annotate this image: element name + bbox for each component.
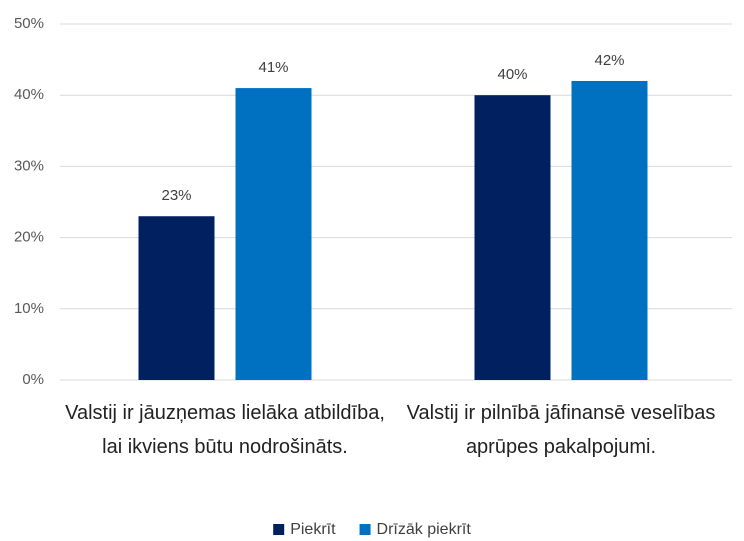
x-tick-label-box: Valstij ir pilnībā jāfinansē veselības a… bbox=[406, 402, 716, 458]
bar bbox=[235, 88, 312, 380]
y-tick-label: 20% bbox=[14, 229, 44, 246]
legend-swatch bbox=[359, 524, 371, 535]
legend-label: Piekrīt bbox=[290, 521, 336, 538]
y-tick-label: 30% bbox=[14, 157, 44, 174]
bar bbox=[138, 216, 215, 380]
data-label: 40% bbox=[497, 66, 527, 83]
bar bbox=[571, 80, 648, 381]
x-tick-label: Valstij ir jāuzņemas lielāka atbildība, … bbox=[65, 402, 385, 458]
y-tick-label: 50% bbox=[14, 15, 44, 32]
y-tick-label: 40% bbox=[14, 86, 44, 103]
legend: Piekrīt Drīzāk piekrīt bbox=[273, 521, 471, 538]
data-label: 23% bbox=[161, 187, 191, 204]
data-label: 41% bbox=[258, 59, 288, 76]
data-label: 42% bbox=[594, 52, 624, 69]
legend-label: Drīzāk piekrīt bbox=[377, 521, 472, 538]
x-tick-label-box: Valstij ir jāuzņemas lielāka atbildība, … bbox=[65, 402, 385, 458]
y-tick-label: 10% bbox=[14, 300, 44, 317]
y-tick-label: 0% bbox=[22, 371, 44, 388]
bar bbox=[474, 95, 551, 380]
x-tick-label: Valstij ir pilnībā jāfinansē veselības a… bbox=[406, 402, 716, 458]
legend-swatch bbox=[273, 524, 285, 535]
